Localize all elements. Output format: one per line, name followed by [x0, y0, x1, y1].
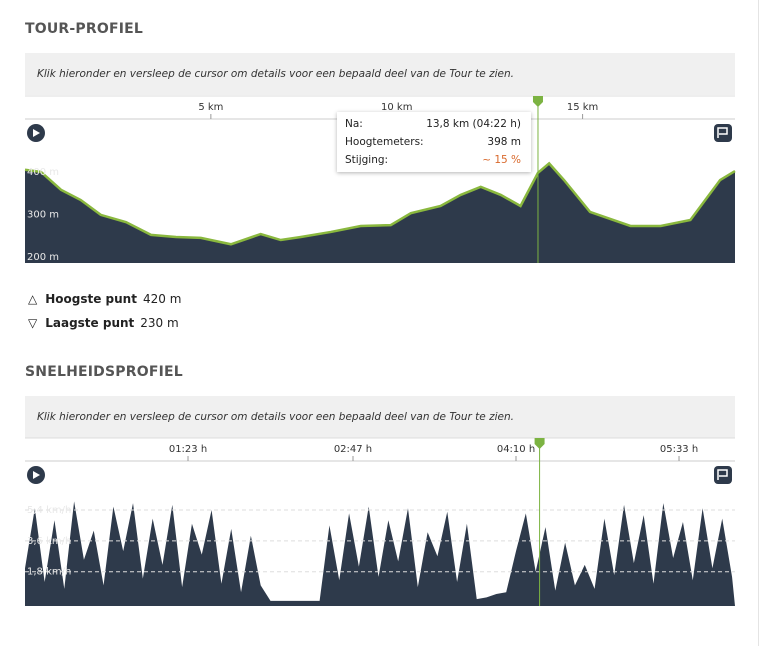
- value: 13,8 km (04:22 h): [426, 118, 521, 130]
- label: Stijging:: [345, 154, 389, 166]
- heading: SNELHEIDSPROFIEL: [25, 364, 183, 380]
- play-icon: [33, 471, 40, 479]
- hint: Klik hieronder en versleep de cursor om …: [25, 53, 735, 95]
- y-tick-label: 300 m: [27, 209, 59, 220]
- area: [25, 163, 735, 263]
- flag-icon: [717, 127, 728, 138]
- cursor-handle: [532, 96, 543, 107]
- stat: △ Hoogste punt 420 m: [28, 292, 181, 306]
- y-tick-label: 1,8 km/h: [27, 567, 71, 578]
- tooltip: Na: 13,8 km (04:22 h) Hoogtemeters: 398 m …: [337, 112, 531, 172]
- y-tick-label: 5,4 km/h: [27, 505, 71, 516]
- x-tick-label: 02:47 h: [334, 444, 372, 455]
- cursor-handle: [534, 438, 545, 449]
- play-icon: [33, 129, 40, 137]
- tick-band: [25, 438, 735, 462]
- label: Hoogste punt: [45, 292, 137, 306]
- tooltip-row: Hoogtemeters: 398 m: [345, 133, 521, 151]
- hint: Klik hieronder en versleep de cursor om …: [25, 396, 735, 438]
- label: Na:: [345, 118, 363, 130]
- value: 398 m: [487, 136, 521, 148]
- label: Laagste punt: [45, 316, 135, 330]
- finish-button[interactable]: [714, 466, 732, 484]
- line: [24, 161, 736, 246]
- tooltip-row: Stijging: ~ 15 %: [345, 151, 521, 169]
- value: ~ 15 %: [482, 154, 521, 166]
- x-tick-label: 01:23 h: [169, 444, 207, 455]
- value: 420 m: [142, 292, 182, 306]
- x-tick-label: 15 km: [567, 102, 598, 113]
- x-tick-label: 5 km: [198, 102, 223, 113]
- area: [25, 501, 735, 606]
- tooltip-row: Na: 13,8 km (04:22 h): [345, 115, 521, 133]
- icon: △: [28, 292, 38, 306]
- stat: ▽ Laagste punt 230 m: [28, 316, 179, 330]
- heading: TOUR-PROFIEL: [25, 21, 144, 37]
- x-tick-label: 05:33 h: [660, 444, 698, 455]
- label: Hoogtemeters:: [345, 136, 424, 148]
- y-tick-label: 400 m: [27, 167, 59, 178]
- x-tick-label: 04:10 h: [497, 444, 535, 455]
- x-tick-label: 10 km: [381, 102, 412, 113]
- y-tick-label: 3,6 km/h: [27, 536, 71, 547]
- y-tick-label: 200 m: [27, 252, 59, 263]
- value: 230 m: [140, 316, 179, 330]
- icon: ▽: [28, 316, 38, 330]
- flag-icon: [717, 469, 728, 480]
